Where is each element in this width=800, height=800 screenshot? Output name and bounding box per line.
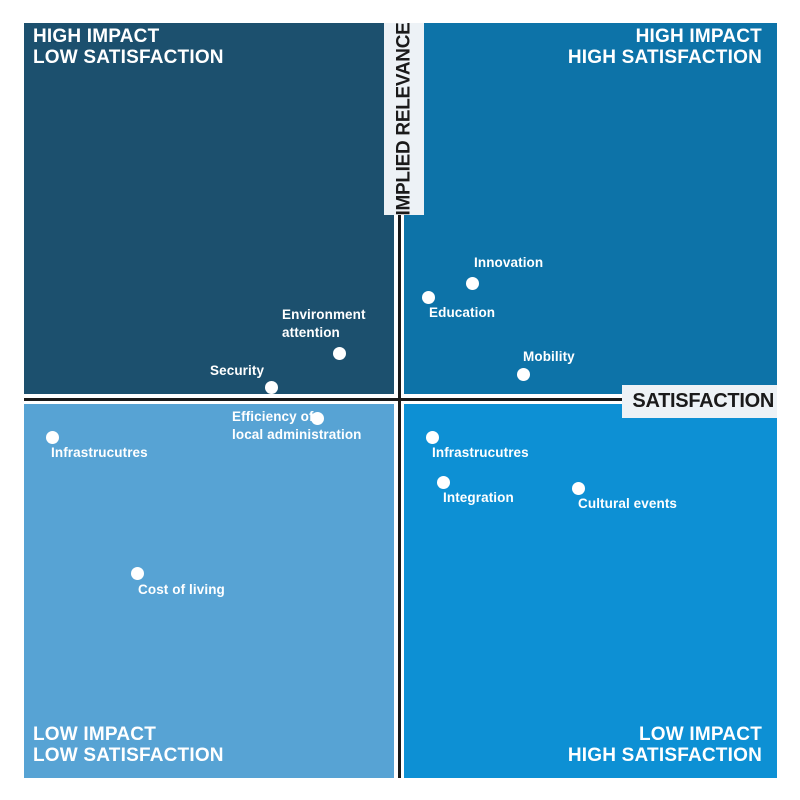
data-point-dot — [465, 276, 479, 290]
data-point-dot — [436, 475, 450, 489]
data-point-dot — [310, 411, 324, 425]
data-point-dot — [45, 430, 59, 444]
data-point-label: Integration — [443, 490, 514, 505]
data-point-label: Infrastrucutres — [432, 445, 529, 460]
x-axis-label-box: SATISFACTION — [622, 385, 777, 418]
data-point-label: Infrastrucutres — [51, 445, 148, 460]
quadrant-title-line: HIGH SATISFACTION — [567, 47, 762, 68]
data-point-label: Cost of living — [138, 582, 225, 597]
quadrant-title-low-impact-low-satisfaction: LOW IMPACT LOW SATISFACTION — [33, 724, 224, 766]
quadrant-title-line: LOW SATISFACTION — [33, 47, 224, 68]
data-point-dot — [516, 367, 530, 381]
quadrant-low-impact-low-satisfaction — [24, 404, 394, 778]
quadrant-title-line: HIGH IMPACT — [635, 26, 762, 47]
data-point-label: Efficiency of local administration — [232, 409, 362, 442]
x-axis-line — [24, 398, 777, 401]
data-point-label: Education — [429, 305, 496, 320]
quadrant-title-line: HIGH IMPACT — [33, 26, 160, 47]
data-point-dot — [421, 290, 435, 304]
data-point-dot — [264, 380, 278, 394]
quadrant-title-line: HIGH SATISFACTION — [567, 745, 762, 766]
y-axis-label-box: IMPLIED RELEVANCE — [384, 22, 424, 216]
data-point-label: Mobility — [523, 349, 575, 364]
quadrant-high-impact-high-satisfaction — [404, 23, 777, 394]
data-point-label: Cultural events — [578, 496, 678, 511]
quadrant-low-impact-high-satisfaction — [404, 404, 777, 778]
x-axis-label: SATISFACTION — [632, 390, 774, 412]
data-point-label: Environment attention — [282, 307, 366, 340]
quadrant-title-line: LOW IMPACT — [638, 724, 762, 745]
data-point-dot — [571, 481, 585, 495]
quadrant-high-impact-low-satisfaction — [24, 23, 394, 394]
data-point-label: Security — [210, 363, 265, 378]
quadrant-title-line: LOW IMPACT — [33, 724, 157, 745]
quadrant-title-high-impact-high-satisfaction: HIGH IMPACT HIGH SATISFACTION — [568, 26, 762, 68]
quadrant-title-low-impact-high-satisfaction: LOW IMPACT HIGH SATISFACTION — [568, 724, 762, 766]
data-point-label: Innovation — [474, 255, 544, 270]
quadrant-title-line: LOW SATISFACTION — [33, 745, 224, 766]
data-point-dot — [332, 346, 346, 360]
data-point-dot — [425, 430, 439, 444]
quadrant-title-high-impact-low-satisfaction: HIGH IMPACT LOW SATISFACTION — [33, 26, 224, 68]
data-point-dot — [130, 566, 144, 580]
